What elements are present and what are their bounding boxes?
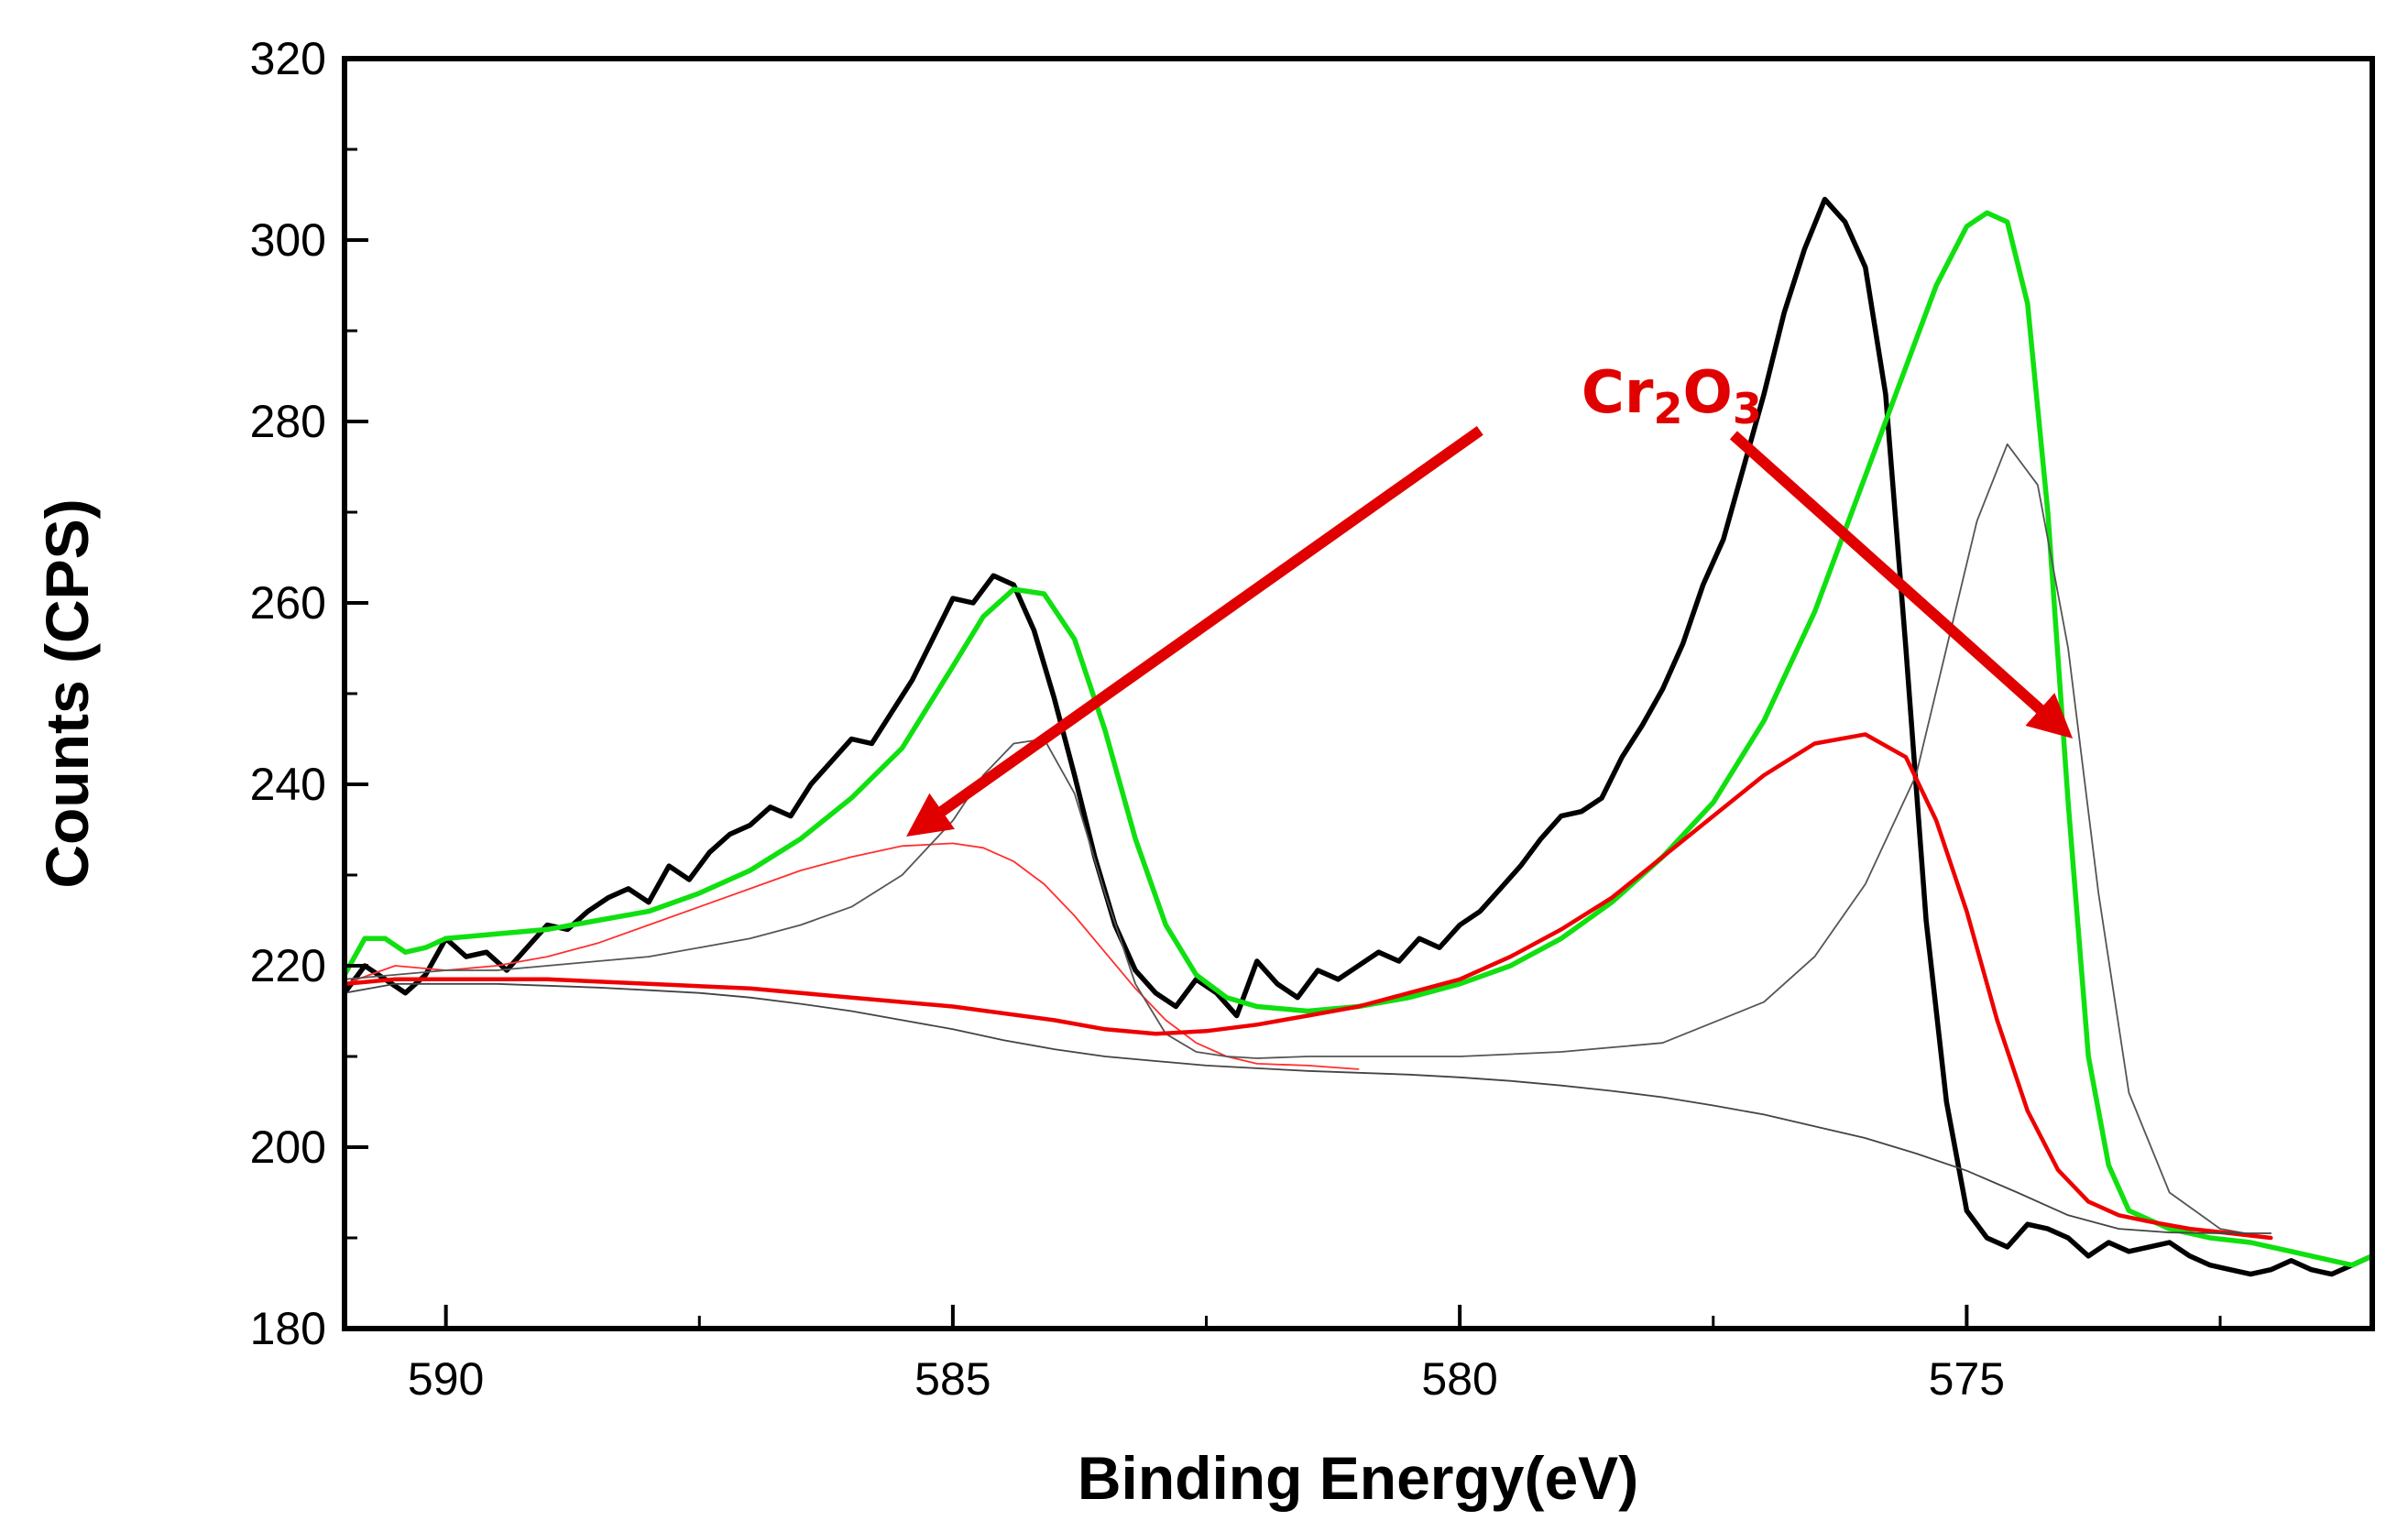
y-tick-label-200: 200 [250,1122,326,1173]
y-tick-label-320: 320 [250,33,326,84]
ticks: 180 200 220 240 260 280 300 320 590 585 580 575 [250,33,2222,1405]
annotation-o: O [1682,359,1732,427]
axes [342,56,2375,1331]
x-tick-label-575: 575 [1929,1353,2005,1405]
y-tick-label-240: 240 [250,759,326,810]
x-tick-label-580: 580 [1421,1353,1497,1405]
annotation-arrows [906,426,2074,837]
series-line-component-2 [344,443,2272,1239]
y-tick-label-180: 180 [250,1303,326,1354]
series-line-cr2o3-component-1 [344,842,1360,1070]
plot-frame [342,56,2375,1331]
series-line-raw-data [342,196,2375,1277]
series-line-envelope-fit [342,210,2375,1268]
y-tick-label-300: 300 [250,214,326,266]
annotation-arrow-1 [906,426,1483,837]
y-tick-label-260: 260 [250,577,326,629]
x-tick-label-585: 585 [914,1353,991,1405]
y-axis-title: Counts (CPS) [33,498,101,888]
x-axis-title: Binding Energy(eV) [1078,1444,1638,1512]
plot-area [342,196,2375,1277]
annotation-sub-3: 3 [1733,384,1762,433]
y-tick-label-220: 220 [250,940,326,991]
y-tick-label-280: 280 [250,396,326,447]
annotation-arrow-2 [1729,431,2074,739]
series-line-background-shirley- [344,982,2272,1234]
x-tick-label-590: 590 [408,1353,484,1405]
annotation-cr: Cr [1582,359,1654,427]
annotation-label: Cr2O3 [1582,359,1762,433]
annotation-sub-2: 2 [1653,384,1682,433]
series-line-cr2o3-component-2 [342,732,2273,1241]
